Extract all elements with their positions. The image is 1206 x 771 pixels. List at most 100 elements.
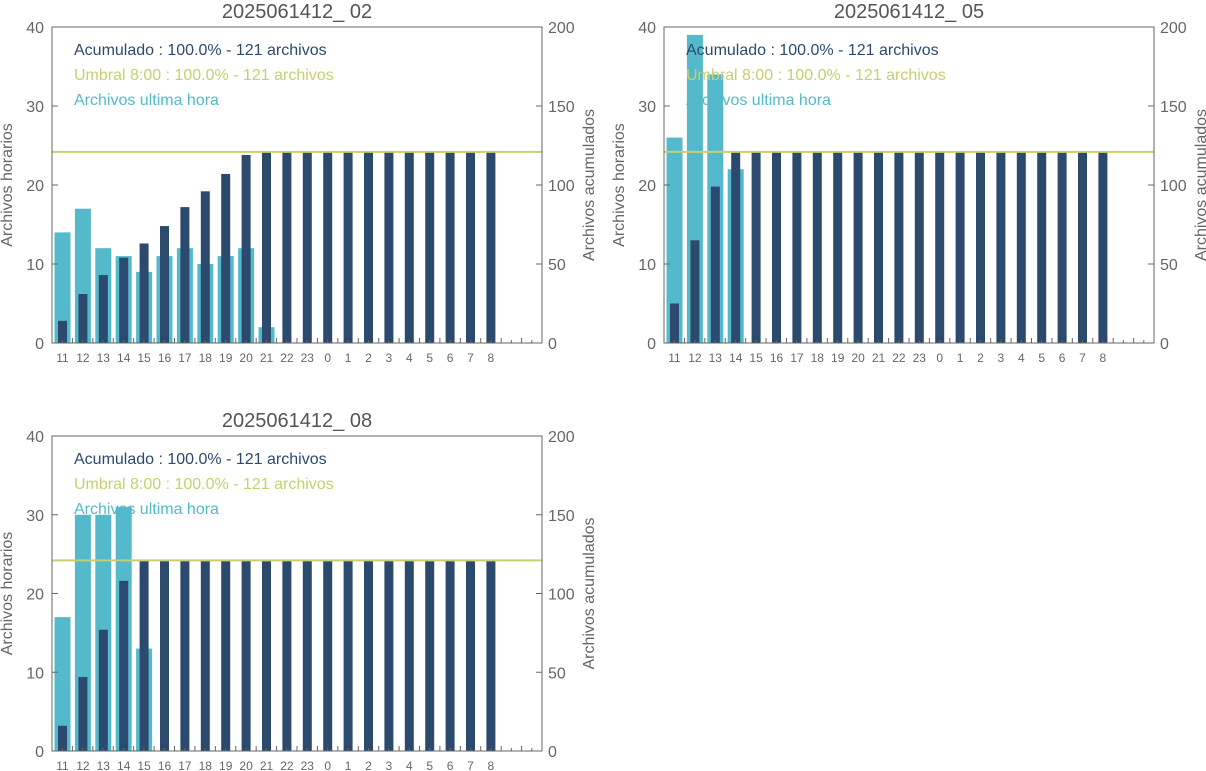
accumulated-bar <box>792 151 802 343</box>
y-tick-label: 20 <box>638 178 656 195</box>
accumulated-bar <box>996 151 1006 343</box>
accumulated-bar <box>58 725 67 751</box>
y2-tick-label: 50 <box>1160 257 1178 274</box>
accumulated-bar <box>833 151 843 343</box>
accumulated-bar <box>425 560 435 751</box>
accumulated-bar <box>262 151 271 343</box>
x-tick-label: 1 <box>345 759 352 771</box>
x-tick-label: 22 <box>892 351 906 365</box>
x-tick-label: 0 <box>936 351 943 365</box>
accumulated-bar <box>751 151 761 343</box>
accumulated-bar <box>384 151 394 343</box>
x-tick-label: 15 <box>749 351 763 365</box>
x-tick-label: 17 <box>178 351 192 365</box>
x-tick-label: 8 <box>1100 351 1107 365</box>
x-tick-label: 18 <box>811 351 825 365</box>
x-tick-label: 6 <box>447 759 454 771</box>
y2-tick-label: 0 <box>1160 336 1169 353</box>
x-tick-label: 15 <box>137 759 151 771</box>
legend-entry: Acumulado : 100.0% - 121 archivos <box>74 451 327 468</box>
y-tick-label: 30 <box>26 508 44 525</box>
y2-tick-label: 50 <box>548 257 566 274</box>
y-tick-label: 30 <box>638 99 656 116</box>
accumulated-bar <box>78 676 88 751</box>
x-tick-label: 21 <box>260 351 274 365</box>
accumulated-bar <box>853 151 863 343</box>
accumulated-bar <box>364 151 373 343</box>
accumulated-bar <box>262 560 271 751</box>
accumulated-bar <box>180 207 190 343</box>
y2-axis-label: Archivos acumulados <box>1193 109 1206 261</box>
chart-title: 2025061412_ 02 <box>222 1 372 23</box>
hourly-bar <box>54 617 71 751</box>
y-tick-label: 20 <box>26 178 44 195</box>
accumulated-bar <box>935 151 945 343</box>
chart-title: 2025061412_ 05 <box>834 1 984 23</box>
y-tick-label: 0 <box>35 744 44 761</box>
y2-tick-label: 0 <box>548 336 557 353</box>
accumulated-bar <box>282 151 292 343</box>
legend-entry: Umbral 8:00 : 100.0% - 121 archivos <box>74 67 334 84</box>
y2-tick-label: 150 <box>1160 99 1187 116</box>
accumulated-bar <box>1078 151 1087 343</box>
accumulated-bar <box>119 257 129 343</box>
legend-entry: Umbral 8:00 : 100.0% - 121 archivos <box>686 67 946 84</box>
x-tick-label: 8 <box>488 351 495 365</box>
y-tick-label: 10 <box>26 257 44 274</box>
x-tick-label: 0 <box>324 351 331 365</box>
x-tick-label: 6 <box>447 351 454 365</box>
accumulated-bar <box>466 560 475 751</box>
accumulated-bar <box>119 580 129 751</box>
accumulated-bar <box>221 560 231 751</box>
y2-tick-label: 100 <box>548 178 575 195</box>
y2-axis-label: Archivos acumulados <box>581 517 598 669</box>
x-tick-label: 12 <box>76 351 90 365</box>
x-tick-label: 11 <box>56 351 69 365</box>
legend-entry: Acumulado : 100.0% - 121 archivos <box>74 42 327 59</box>
y-tick-label: 0 <box>647 336 656 353</box>
accumulated-bar <box>894 151 904 343</box>
x-tick-label: 18 <box>199 351 213 365</box>
x-tick-label: 7 <box>467 759 474 771</box>
chart-title: 2025061412_ 08 <box>222 410 372 432</box>
x-tick-label: 1 <box>345 351 352 365</box>
y2-tick-label: 200 <box>548 20 575 37</box>
x-tick-label: 4 <box>406 351 413 365</box>
accumulated-bar <box>78 294 88 343</box>
x-tick-label: 13 <box>709 351 723 365</box>
y-axis-label: Archivos horarios <box>0 532 16 656</box>
accumulated-bar <box>343 151 353 343</box>
x-tick-label: 5 <box>426 759 433 771</box>
x-tick-label: 23 <box>913 351 927 365</box>
x-tick-label: 2 <box>365 759 372 771</box>
accumulated-bar <box>486 560 496 751</box>
x-tick-label: 19 <box>831 351 845 365</box>
accumulated-bar <box>139 243 149 343</box>
accumulated-bar <box>445 151 455 343</box>
x-tick-label: 2 <box>977 351 984 365</box>
y-tick-label: 10 <box>26 665 44 682</box>
accumulated-bar <box>241 154 251 343</box>
accumulated-bar <box>976 151 985 343</box>
accumulated-bar <box>486 151 496 343</box>
x-tick-label: 4 <box>1018 351 1025 365</box>
accumulated-bar <box>200 191 210 343</box>
accumulated-bar <box>323 151 333 343</box>
x-tick-label: 21 <box>872 351 886 365</box>
y-axis-label: Archivos horarios <box>0 123 16 247</box>
x-tick-label: 18 <box>199 759 213 771</box>
accumulated-bar <box>404 151 414 343</box>
accumulated-bar <box>302 560 312 751</box>
y-tick-label: 40 <box>26 429 44 446</box>
x-tick-label: 23 <box>301 759 315 771</box>
y2-tick-label: 100 <box>548 587 575 604</box>
x-tick-label: 3 <box>998 351 1005 365</box>
accumulated-bar <box>384 560 394 751</box>
y-tick-label: 40 <box>26 20 44 37</box>
hourly-bar <box>54 232 71 343</box>
accumulated-bar <box>404 560 414 751</box>
y2-axis-label: Archivos acumulados <box>581 109 598 261</box>
x-tick-label: 0 <box>324 759 331 771</box>
x-tick-label: 19 <box>219 759 233 771</box>
